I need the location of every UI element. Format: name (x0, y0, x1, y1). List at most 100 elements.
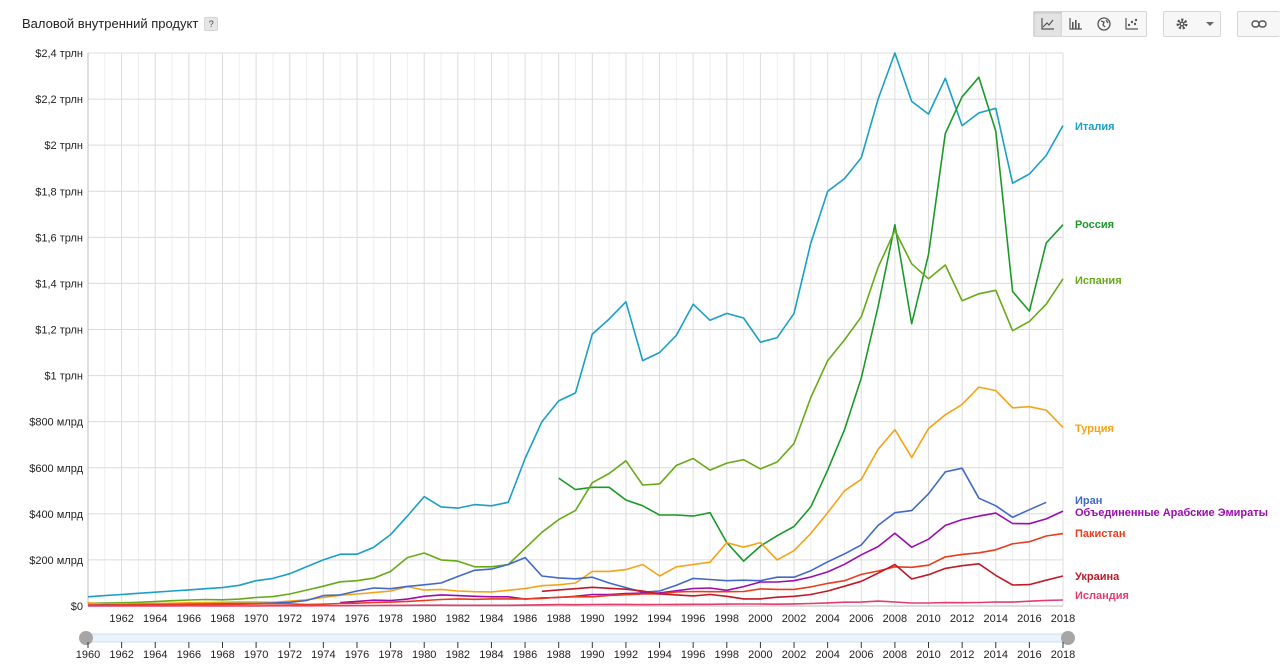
x-tick-label: 2000 (748, 613, 772, 625)
x-tick-label: 2006 (849, 613, 873, 625)
series-labels: Италия Россия Испания Турция ИранОбъединенны… (1075, 121, 1268, 602)
slider-tick-label: 2012 (950, 649, 974, 661)
x-tick-label: 1976 (345, 613, 369, 625)
slider-tick-label: 1994 (647, 649, 671, 661)
series-line[interactable] (87, 52, 1064, 598)
x-tick-label: 1994 (647, 613, 671, 625)
y-tick-label: $0 (71, 601, 83, 613)
y-tick-label: $800 млрд (29, 417, 83, 429)
series-line[interactable] (340, 510, 1064, 604)
x-tick-label: 1996 (681, 613, 705, 625)
series-line[interactable] (87, 386, 1064, 606)
link-icon[interactable] (1238, 12, 1280, 36)
series-label[interactable]: Иран (1075, 495, 1102, 507)
slider-tick-label: 1978 (378, 649, 402, 661)
gear-icon[interactable] (1164, 12, 1200, 36)
series-line[interactable] (558, 76, 1064, 562)
x-tick-label: 1962 (109, 613, 133, 625)
slider-handle-start[interactable] (79, 631, 93, 645)
slider-tick-label: 1996 (681, 649, 705, 661)
bar-chart-icon[interactable] (1062, 12, 1090, 36)
y-tick-label: $2,4 трлн (35, 48, 83, 60)
slider-tick-label: 1990 (580, 649, 604, 661)
x-tick-label: 1988 (546, 613, 570, 625)
slider-tick-label: 2004 (815, 649, 839, 661)
x-tick-label: 2018 (1051, 613, 1075, 625)
x-tick-label: 1978 (378, 613, 402, 625)
series-label[interactable]: Турция (1075, 423, 1114, 435)
slider-tick-label: 1972 (277, 649, 301, 661)
series-line[interactable] (88, 532, 1064, 606)
series-label[interactable]: Россия (1075, 219, 1114, 231)
slider-tick-label: 1980 (412, 649, 436, 661)
x-tick-label: 1990 (580, 613, 604, 625)
series-line[interactable] (88, 599, 1064, 607)
slider-tick-label: 1988 (546, 649, 570, 661)
x-tick-label: 1974 (311, 613, 335, 625)
x-tick-label: 2008 (883, 613, 907, 625)
slider-year-ticks: 1960 1962 1964 1966 1968 1970 1972 1974 1976 1978… (76, 642, 1075, 661)
x-tick-label: 1970 (244, 613, 268, 625)
x-tick-label: 2010 (916, 613, 940, 625)
y-tick-label: $400 млрд (29, 509, 83, 521)
x-tick-label: 1968 (210, 613, 234, 625)
chevron-down-icon[interactable] (1200, 12, 1220, 36)
slider-tick-label: 1998 (715, 649, 739, 661)
line-chart-icon[interactable] (1034, 12, 1062, 36)
x-tick-label: 1984 (479, 613, 503, 625)
x-tick-label: 1964 (143, 613, 167, 625)
y-tick-label: $200 млрд (29, 555, 83, 567)
slider-tick-label: 2000 (748, 649, 772, 661)
y-axis-ticks: $0 $200 млрд $400 млрд $600 млрд $800 млрд $1… (29, 48, 83, 613)
x-tick-label: 1986 (513, 613, 537, 625)
series-line[interactable] (541, 562, 1064, 600)
series-label[interactable]: Испания (1075, 275, 1122, 287)
series-line[interactable] (87, 229, 1064, 604)
x-tick-label: 1998 (715, 613, 739, 625)
slider-tick-label: 2010 (916, 649, 940, 661)
x-tick-label: 1972 (277, 613, 301, 625)
slider-tick-label: 2006 (849, 649, 873, 661)
help-button[interactable]: ? (204, 16, 219, 31)
chart-toolbar (1033, 11, 1280, 37)
y-tick-label: $1 трлн (44, 371, 83, 383)
scatter-chart-icon[interactable] (1118, 12, 1146, 36)
series-label[interactable]: Украина (1075, 571, 1120, 583)
slider-tick-label: 1992 (614, 649, 638, 661)
slider-tick-label: 2008 (883, 649, 907, 661)
share-link[interactable] (1237, 11, 1280, 37)
series-label[interactable]: Италия (1075, 121, 1115, 133)
y-tick-label: $1,2 трлн (35, 325, 83, 337)
series-label[interactable]: Объединенные Арабские Эмираты (1075, 507, 1268, 519)
settings-menu[interactable] (1163, 11, 1221, 37)
series-label[interactable]: Исландия (1075, 590, 1129, 602)
page-title: Валовой внутренний продукт (22, 16, 199, 31)
series-lines (87, 52, 1064, 607)
slider-tick-label: 2002 (782, 649, 806, 661)
slider-tick-label: 2014 (984, 649, 1008, 661)
slider-tick-label: 2018 (1051, 649, 1075, 661)
map-globe-icon[interactable] (1090, 12, 1118, 36)
year-range-slider[interactable]: 1960 1962 1964 1966 1968 1970 1972 1974 1976 1978… (76, 631, 1075, 661)
series-label[interactable]: Пакистан (1075, 528, 1126, 540)
y-tick-label: $2,2 трлн (35, 94, 83, 106)
slider-tick-label: 1984 (479, 649, 503, 661)
x-axis-ticks: 1962 1964 1966 1968 1970 1972 1974 1976 1978 1980… (109, 613, 1075, 625)
slider-handle-end[interactable] (1061, 631, 1075, 645)
slider-tick-label: 1968 (210, 649, 234, 661)
y-tick-label: $1,4 трлн (35, 278, 83, 290)
x-tick-label: 1982 (446, 613, 470, 625)
chart-type-switcher (1033, 11, 1147, 37)
slider-tick-label: 1970 (244, 649, 268, 661)
x-tick-label: 2014 (984, 613, 1008, 625)
slider-track[interactable] (85, 633, 1069, 643)
slider-tick-label: 1986 (513, 649, 537, 661)
slider-tick-label: 1964 (143, 649, 167, 661)
slider-tick-label: 1960 (76, 649, 100, 661)
chart-header: Валовой внутренний продукт ? (22, 16, 219, 31)
x-tick-label: 2004 (815, 613, 839, 625)
slider-tick-label: 1966 (177, 649, 201, 661)
slider-tick-label: 1962 (109, 649, 133, 661)
y-tick-label: $1,6 трлн (35, 232, 83, 244)
